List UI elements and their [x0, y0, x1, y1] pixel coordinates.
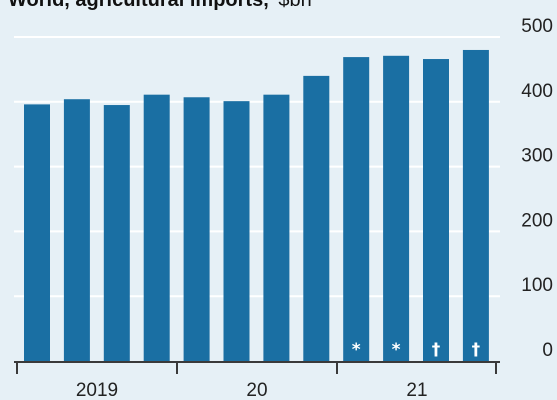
bar: [183, 97, 210, 361]
bar-marker: †: [432, 340, 441, 360]
bar-marker: *: [352, 340, 361, 360]
chart-title-main: World, agricultural imports,: [8, 0, 269, 11]
chart-title: World, agricultural imports, $bn: [8, 0, 312, 11]
x-group-label: 21: [406, 380, 427, 400]
x-axis: 2019 20 21: [14, 361, 500, 400]
y-tick-label: 0: [542, 340, 553, 361]
bar: [423, 59, 449, 361]
x-group-label: 20: [246, 380, 267, 400]
bar: [223, 101, 250, 361]
bar: [383, 55, 410, 362]
bar: [24, 104, 50, 361]
y-tick-label: 200: [521, 210, 553, 231]
y-tick-label: 500: [521, 16, 553, 37]
bar: [462, 49, 489, 362]
x-group-label: 2019: [76, 380, 118, 400]
bar-marker: †: [472, 340, 481, 360]
y-axis-ticks: 0 100 200 300 400 500: [521, 16, 553, 361]
y-tick-label: 400: [521, 81, 553, 102]
bar: [263, 94, 290, 361]
bar: [343, 57, 370, 361]
bars: * * † †: [24, 49, 489, 362]
bar: [143, 94, 170, 361]
bar: [63, 99, 90, 361]
y-tick-label: 100: [521, 275, 553, 296]
gridlines: [14, 36, 500, 298]
y-tick-label: 300: [521, 146, 553, 167]
bar-marker: *: [392, 340, 401, 360]
bar: [103, 105, 130, 361]
bar: [303, 75, 330, 361]
chart-title-unit: $bn: [278, 0, 311, 11]
